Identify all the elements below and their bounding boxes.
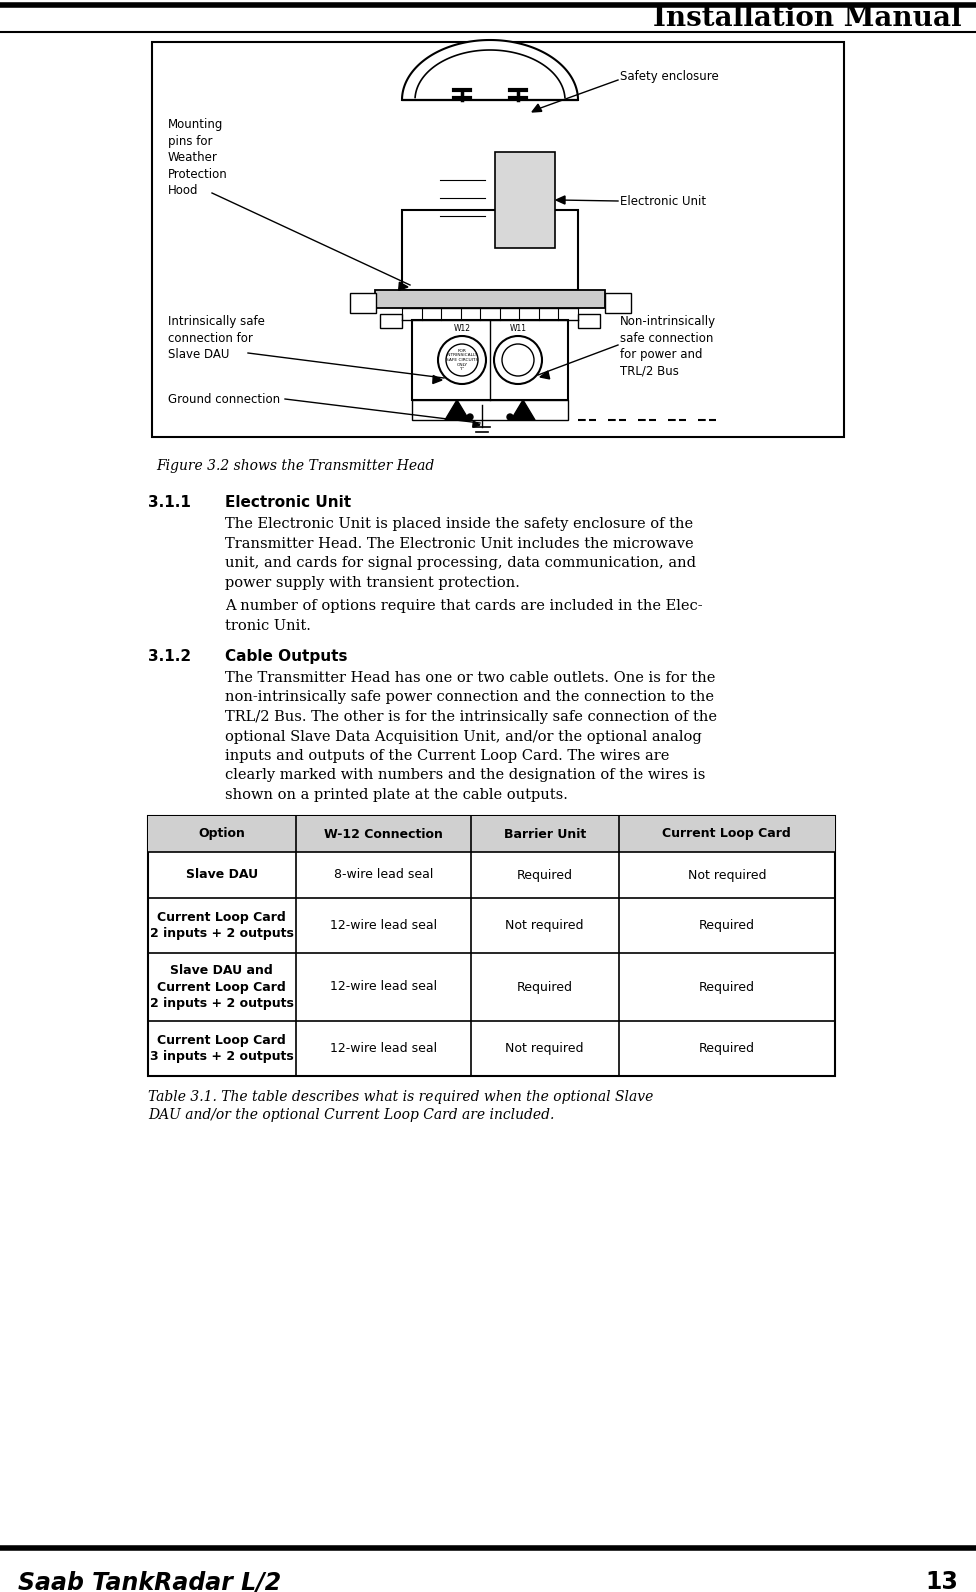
Polygon shape — [402, 40, 578, 100]
Text: Current Loop Card
3 inputs + 2 outputs: Current Loop Card 3 inputs + 2 outputs — [150, 1033, 294, 1063]
Text: Non-intrinsically
safe connection
for power and
TRL/2 Bus: Non-intrinsically safe connection for po… — [620, 315, 716, 377]
Bar — [350, 293, 376, 314]
Text: 12-wire lead seal: 12-wire lead seal — [330, 919, 437, 931]
Text: 3.1.2: 3.1.2 — [148, 650, 191, 664]
Text: Table 3.1. The table describes what is required when the optional Slave: Table 3.1. The table describes what is r… — [148, 1091, 653, 1103]
Polygon shape — [540, 371, 549, 379]
Text: Option: Option — [198, 828, 245, 841]
Bar — [412, 320, 568, 400]
Bar — [148, 817, 835, 1076]
Text: W12: W12 — [454, 325, 470, 333]
Text: Slave DAU: Slave DAU — [185, 869, 258, 882]
Text: Electronic Unit: Electronic Unit — [225, 495, 351, 509]
Text: DAU and/or the optional Current Loop Card are included.: DAU and/or the optional Current Loop Car… — [148, 1108, 554, 1122]
Bar — [605, 293, 631, 314]
Text: Barrier Unit: Barrier Unit — [504, 828, 586, 841]
Bar — [412, 400, 568, 420]
Polygon shape — [472, 422, 480, 427]
Bar — [380, 314, 402, 328]
Text: A number of options require that cards are included in the Elec-
tronic Unit.: A number of options require that cards a… — [225, 599, 703, 632]
Text: Figure 3.2 shows the Transmitter Head: Figure 3.2 shows the Transmitter Head — [156, 458, 434, 473]
Text: Cable Outputs: Cable Outputs — [225, 650, 347, 664]
Circle shape — [523, 414, 529, 420]
Polygon shape — [556, 196, 565, 204]
Circle shape — [451, 414, 457, 420]
Text: Not required: Not required — [687, 869, 766, 882]
Text: Safety enclosure: Safety enclosure — [620, 70, 718, 83]
Text: The Electronic Unit is placed inside the safety enclosure of the
Transmitter Hea: The Electronic Unit is placed inside the… — [225, 517, 696, 589]
Text: 12-wire lead seal: 12-wire lead seal — [330, 1043, 437, 1055]
Bar — [578, 314, 600, 328]
Text: Required: Required — [699, 981, 754, 993]
Text: Not required: Not required — [506, 919, 584, 931]
Text: W-12 Connection: W-12 Connection — [324, 828, 443, 841]
Circle shape — [467, 414, 473, 420]
Bar — [148, 817, 835, 852]
Text: Required: Required — [516, 869, 573, 882]
Polygon shape — [445, 400, 469, 420]
Text: Electronic Unit: Electronic Unit — [620, 194, 706, 209]
Text: Slave DAU and
Current Loop Card
2 inputs + 2 outputs: Slave DAU and Current Loop Card 2 inputs… — [150, 965, 294, 1009]
Text: Required: Required — [699, 919, 754, 931]
Text: Required: Required — [699, 1043, 754, 1055]
Text: The Transmitter Head has one or two cable outlets. One is for the
non-intrinsica: The Transmitter Head has one or two cabl… — [225, 670, 717, 802]
Text: 3.1.1: 3.1.1 — [148, 495, 191, 509]
Text: Intrinsically safe
connection for
Slave DAU: Intrinsically safe connection for Slave … — [168, 315, 264, 361]
Text: FOR
INTRINSICALLY
SAFE CIRCUITS
ONLY
"i": FOR INTRINSICALLY SAFE CIRCUITS ONLY "i" — [446, 349, 478, 371]
Polygon shape — [398, 282, 408, 290]
Text: 8-wire lead seal: 8-wire lead seal — [334, 869, 433, 882]
Bar — [375, 290, 605, 307]
Text: 13: 13 — [925, 1570, 958, 1592]
Bar — [495, 151, 555, 248]
Bar — [402, 210, 578, 290]
Polygon shape — [511, 400, 535, 420]
Text: W11: W11 — [509, 325, 526, 333]
Text: Saab TankRadar L/2: Saab TankRadar L/2 — [18, 1570, 281, 1592]
Text: Required: Required — [516, 981, 573, 993]
Polygon shape — [432, 376, 442, 384]
Circle shape — [507, 414, 513, 420]
Text: Ground connection: Ground connection — [168, 393, 280, 406]
Text: Installation Manual: Installation Manual — [653, 5, 962, 32]
Bar — [152, 41, 844, 436]
Text: Mounting
pins for
Weather
Protection
Hood: Mounting pins for Weather Protection Hoo… — [168, 118, 227, 197]
Text: Not required: Not required — [506, 1043, 584, 1055]
Polygon shape — [532, 103, 542, 111]
Text: 12-wire lead seal: 12-wire lead seal — [330, 981, 437, 993]
Text: Current Loop Card
2 inputs + 2 outputs: Current Loop Card 2 inputs + 2 outputs — [150, 911, 294, 941]
Text: Current Loop Card: Current Loop Card — [663, 828, 792, 841]
